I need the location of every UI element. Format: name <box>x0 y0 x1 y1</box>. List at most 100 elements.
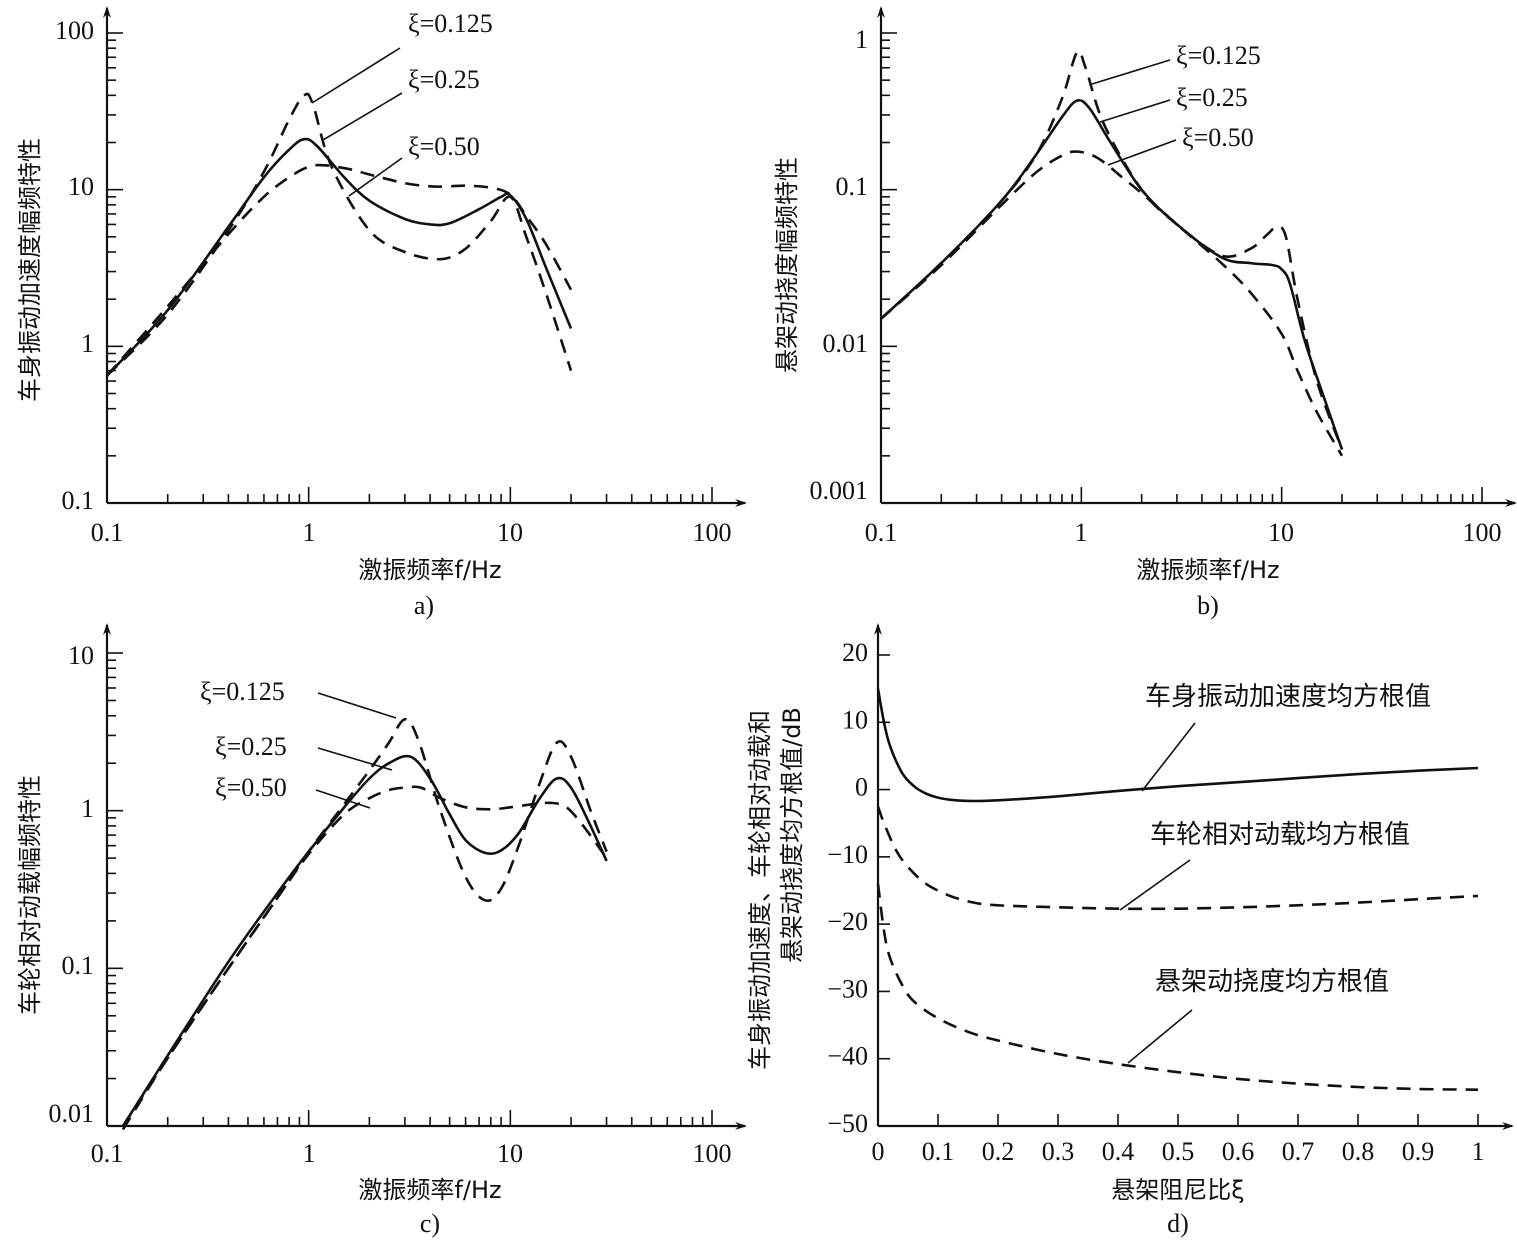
panel-d-ytick: −40 <box>827 1042 868 1071</box>
panel-b-xtick-2: 10 <box>1268 518 1294 547</box>
panel-a-axis-ticks <box>103 6 747 507</box>
panel-a-series-0-line <box>106 92 573 377</box>
panel-c-series-1-line <box>121 754 608 1127</box>
panel-d-label-suspension-deflection: 悬架动挠度均方根值 <box>1155 967 1389 997</box>
panel-a-xtick-0: 0.1 <box>91 518 124 547</box>
panel-a-xtick-1: 1 <box>303 518 316 547</box>
panel-d-xtick: 1 <box>1472 1137 1485 1166</box>
panel-d-ytick: −10 <box>827 840 868 869</box>
panel-a-xtick-3: 100 <box>693 518 732 547</box>
panel-d-xtick: 0.1 <box>922 1137 955 1166</box>
panel-b-ytick-2: 0.1 <box>836 172 869 201</box>
panel-c-legend-025: ξ=0.25 <box>215 732 287 761</box>
panel-a-xlabel: 激振频率f/Hz <box>358 556 501 584</box>
panel-a-vibration-acceleration: 0.1 1 10 100 0.1 1 10 100 激振频率f/Hz a) 车身… <box>16 6 747 620</box>
leader-a-0125 <box>311 47 401 104</box>
panel-b-axis-ticks <box>877 6 1517 507</box>
panel-c-label: c) <box>420 1209 440 1238</box>
panel-b-legend-0125: ξ=0.125 <box>1176 41 1261 70</box>
panel-c-curves <box>121 718 608 1131</box>
panel-b-label: b) <box>1197 591 1219 620</box>
panel-c-ytick-3: 10 <box>68 641 94 670</box>
panel-b-xtick-3: 100 <box>1463 518 1502 547</box>
panel-b-legend-025: ξ=0.25 <box>1176 83 1248 112</box>
leader-b-0125 <box>1091 59 1171 85</box>
leader-c-0125 <box>317 692 397 719</box>
panel-c-series-0-line <box>121 718 608 1127</box>
panel-d-curves <box>876 688 1479 1091</box>
panel-a-curves <box>106 92 573 377</box>
panel-b-annotation-leaders <box>1091 59 1177 166</box>
panel-d-xtick: 0.5 <box>1162 1137 1195 1166</box>
panel-b-xlabel: 激振频率f/Hz <box>1136 556 1279 584</box>
panel-c-ytick-1: 0.1 <box>62 951 95 980</box>
panel-b-ytick-1: 0.01 <box>823 329 869 358</box>
panel-d-xtick: 0.7 <box>1282 1137 1315 1166</box>
panel-d-xtick: 0.4 <box>1102 1137 1135 1166</box>
panel-c-xtick-0: 0.1 <box>91 1139 124 1168</box>
leader-d-wheel-load <box>1119 859 1191 911</box>
panel-c-legend-0125: ξ=0.125 <box>200 677 285 706</box>
panel-d-ytick: 0 <box>855 773 868 802</box>
panel-b-ytick-3: 1 <box>855 25 868 54</box>
panel-b-legend-050: ξ=0.50 <box>1182 123 1254 152</box>
panel-d-annotation-leaders <box>1119 722 1196 1064</box>
panel-a-ytick-2: 10 <box>68 172 94 201</box>
panel-d-xtick: 0.2 <box>982 1137 1015 1166</box>
panel-d-xtick: 0.8 <box>1342 1137 1375 1166</box>
panel-c-xtick-3: 100 <box>693 1139 732 1168</box>
panel-a-ytick-1: 1 <box>81 329 94 358</box>
panel-a-series-2-line <box>106 163 573 377</box>
panel-c-xtick-2: 10 <box>497 1139 523 1168</box>
panel-a-ylabel: 车身振动加速度幅频特性 <box>16 138 44 402</box>
panel-b-xtick-0: 0.1 <box>865 518 898 547</box>
panel-d-ytick: −30 <box>827 974 868 1003</box>
panel-c-axis-ticks <box>103 623 747 1130</box>
panel-d-series-2-line <box>876 883 1479 1091</box>
leader-b-025 <box>1099 99 1171 123</box>
panel-b-xtick-1: 1 <box>1075 518 1088 547</box>
panel-b-ytick-0: 0.001 <box>810 476 869 505</box>
leader-c-025 <box>317 747 393 771</box>
panel-a-ytick-3: 100 <box>55 16 94 45</box>
panel-b-series-2-line <box>880 150 1344 457</box>
panel-c-ytick-2: 1 <box>81 794 94 823</box>
panel-b-suspension-deflection: 0.1 1 10 100 0.001 0.01 0.1 1 激振频率f/Hz b… <box>773 6 1517 620</box>
panel-a-series-1-line <box>106 137 573 377</box>
panel-c-xlabel: 激振频率f/Hz <box>358 1176 501 1204</box>
panel-d-ytick: −20 <box>827 907 868 936</box>
panel-d-ytick: −50 <box>827 1109 868 1138</box>
panel-d-xtick: 0 <box>872 1137 885 1166</box>
panel-d-xtick: 0.6 <box>1222 1137 1255 1166</box>
panel-d-xtick: 0.9 <box>1402 1137 1435 1166</box>
leader-d-body-accel <box>1141 722 1196 792</box>
panel-c-annotation-leaders <box>315 692 397 809</box>
leader-a-025 <box>322 92 403 141</box>
leader-b-050 <box>1107 139 1177 166</box>
panel-b-curves <box>880 49 1344 457</box>
panel-d-rms-vs-damping: 0 0.1 0.2 0.3 0.4 0.5 0.6 0.7 0.8 0.9 1 −50 −40 −30 −… <box>746 623 1514 1238</box>
panel-d-series-1-line <box>876 805 1479 911</box>
leader-a-050 <box>348 157 403 197</box>
panel-b-series-0-line <box>880 49 1344 450</box>
panel-d-xtick-labels: 0 0.1 0.2 0.3 0.4 0.5 0.6 0.7 0.8 0.9 1 <box>872 1137 1485 1166</box>
panel-d-xtick: 0.3 <box>1042 1137 1075 1166</box>
panel-c-series-2-line <box>121 785 608 1131</box>
panel-a-legend-025: ξ=0.25 <box>408 65 480 94</box>
panel-a-ytick-0: 0.1 <box>62 486 95 515</box>
panel-a-label: a) <box>414 591 434 620</box>
panel-a-annotation-leaders <box>311 47 403 197</box>
panel-a-xtick-2: 10 <box>497 518 523 547</box>
leader-c-050 <box>315 789 371 809</box>
panel-d-label-body-accel: 车身振动加速度均方根值 <box>1145 682 1431 712</box>
panel-c-wheel-dynamic-load: 0.1 1 10 100 0.01 0.1 1 10 激振频率f/Hz c) 车… <box>16 623 747 1238</box>
panel-d-ytick: 20 <box>842 638 868 667</box>
leader-d-suspension-deflection <box>1127 1009 1193 1064</box>
panel-d-axis-ticks <box>874 623 1514 1130</box>
panel-c-ylabel: 车轮相对动载幅频特性 <box>16 775 44 1015</box>
panel-a-legend-0125: ξ=0.125 <box>408 9 493 38</box>
panel-a-legend-050: ξ=0.50 <box>408 132 480 161</box>
panel-c-legend-050: ξ=0.50 <box>215 773 287 802</box>
panel-c-ytick-0: 0.01 <box>49 1099 95 1128</box>
